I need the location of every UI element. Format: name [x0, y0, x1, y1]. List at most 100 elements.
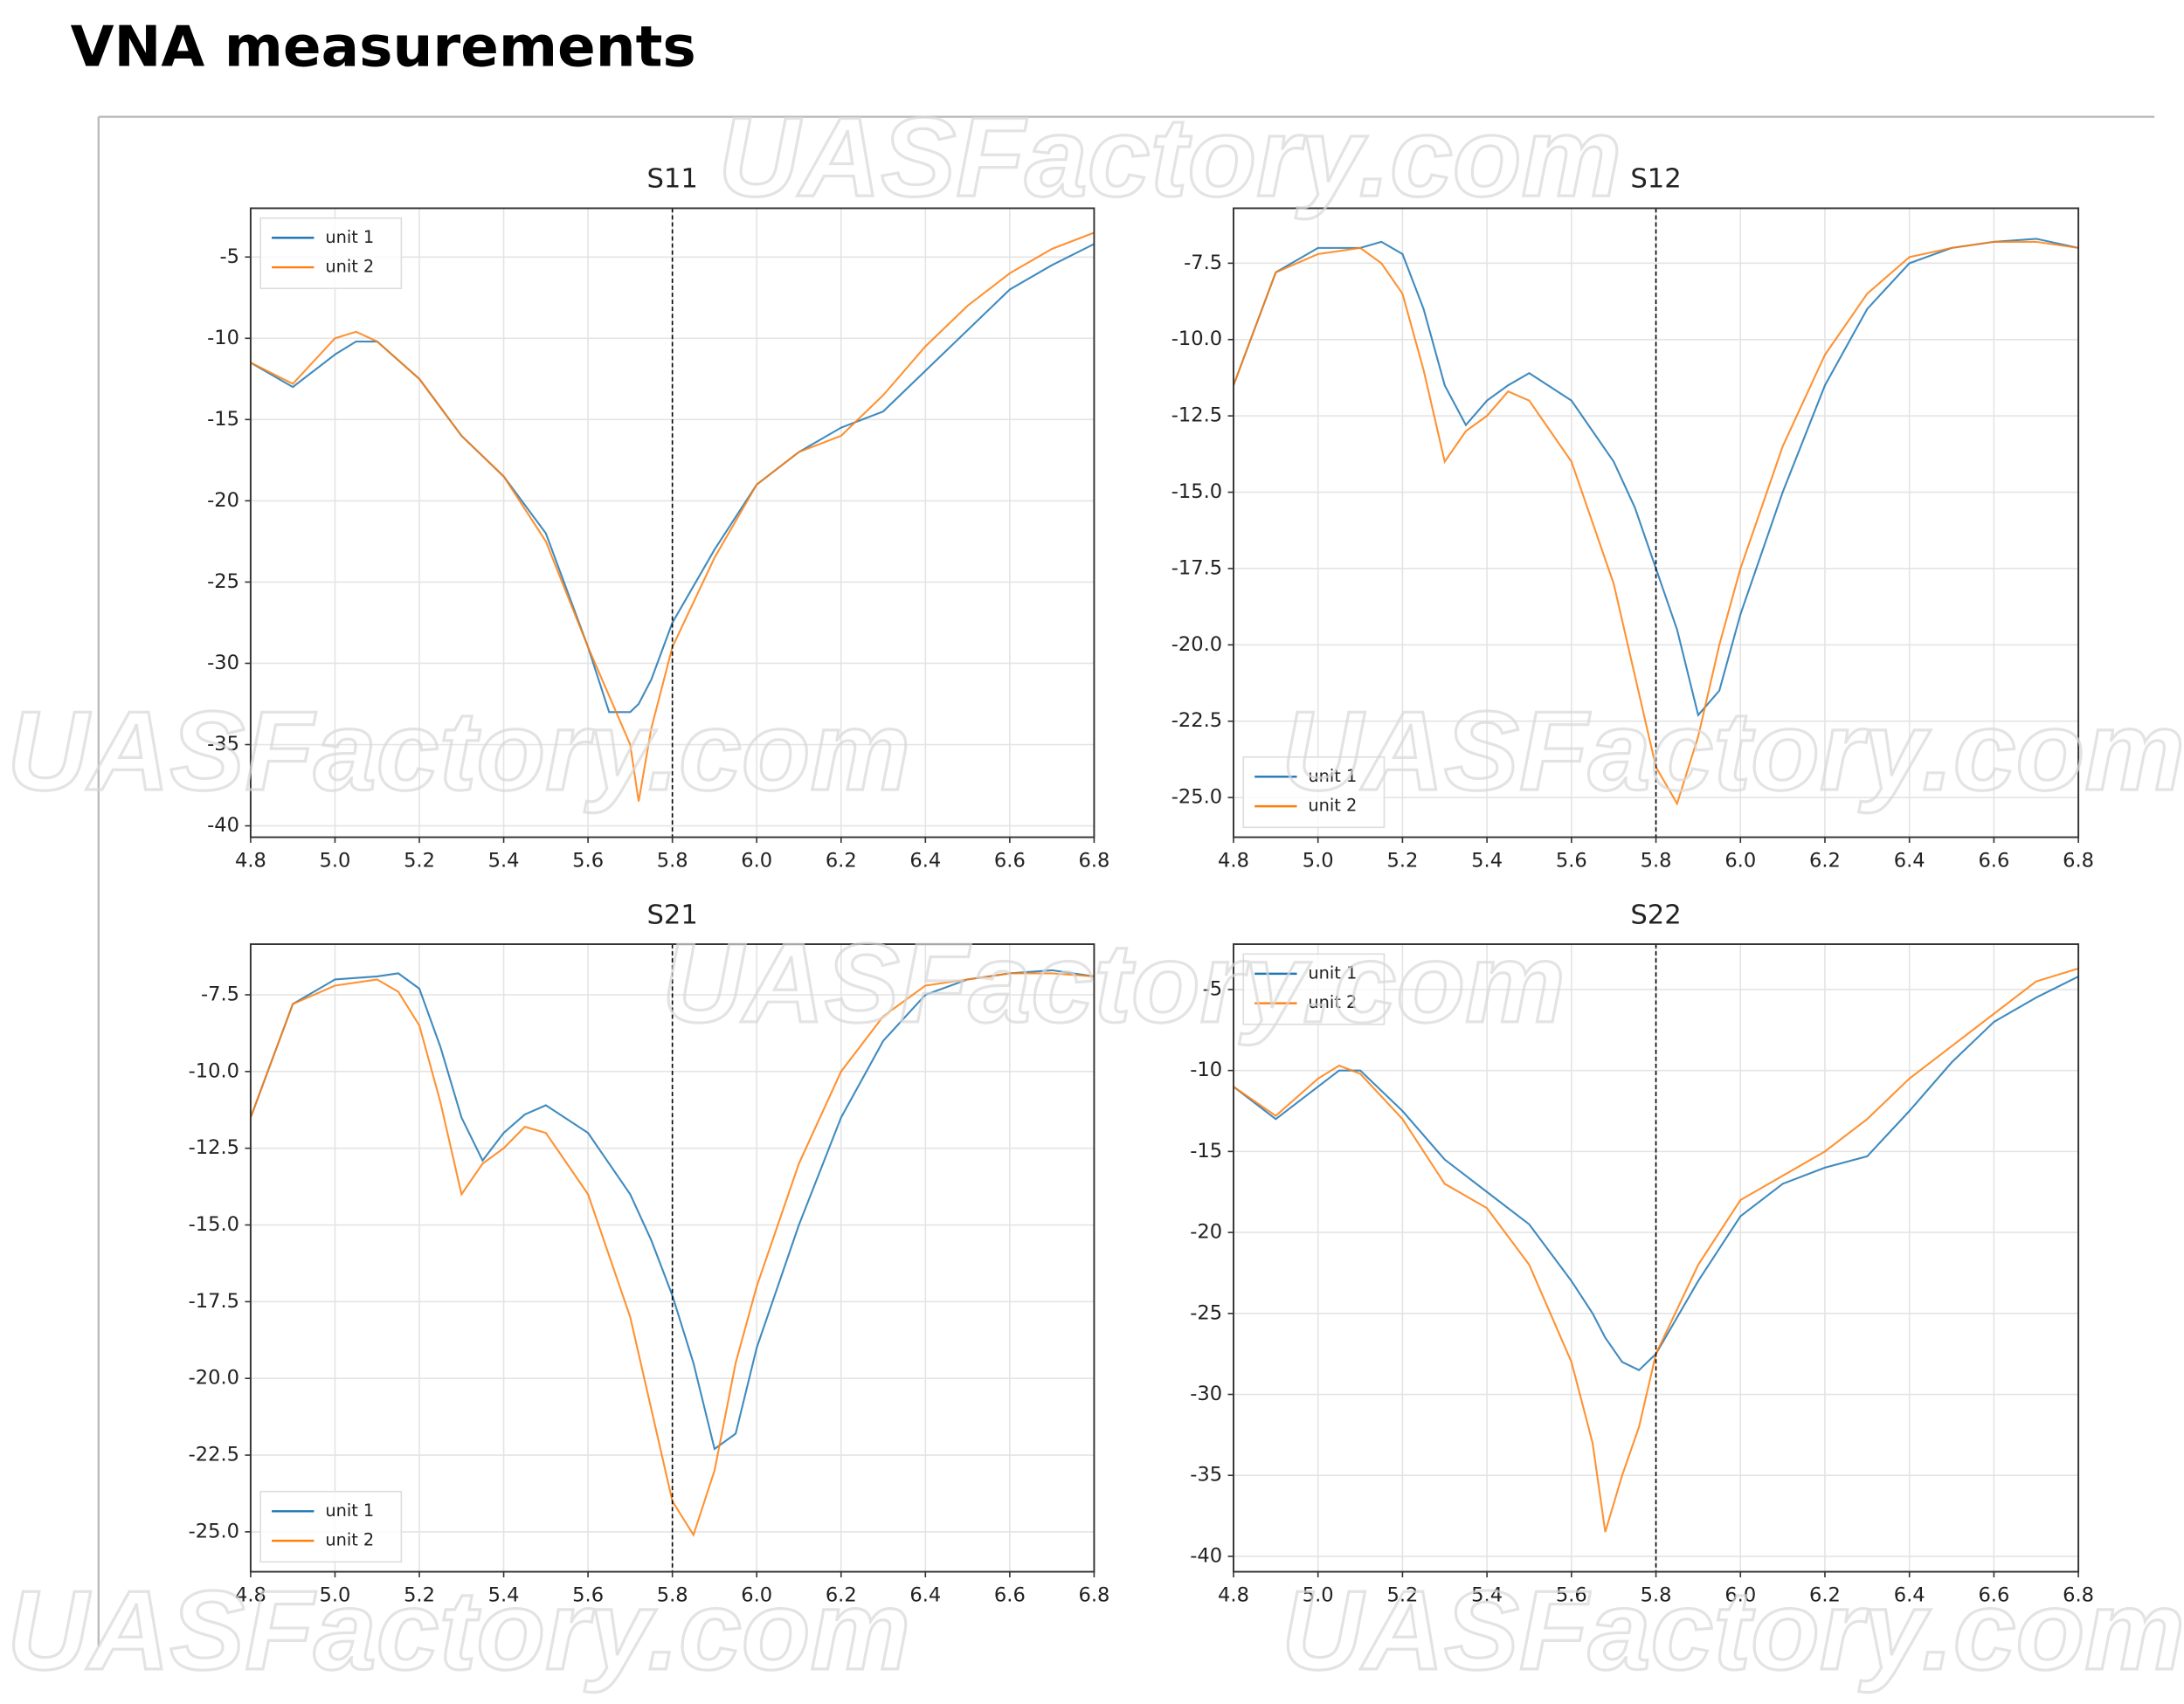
- x-tick-label: 5.0: [320, 1583, 351, 1606]
- y-tick-label: -35: [1190, 1464, 1222, 1487]
- x-tick-label: 4.8: [1218, 1583, 1249, 1606]
- plot-frame: [249, 207, 1095, 838]
- x-tick-label: 5.4: [488, 849, 520, 872]
- x-tick-label: 6.8: [2063, 1583, 2094, 1606]
- x-tick-label: 5.6: [1556, 849, 1587, 872]
- x-tick-label: 6.0: [741, 849, 772, 872]
- y-tick-label: -15: [207, 408, 239, 431]
- watermark: UASFactory.com: [718, 94, 1621, 220]
- y-tick-label: -7.5: [201, 983, 239, 1006]
- x-tick-label: 5.6: [572, 1583, 604, 1606]
- x-tick-label: 6.4: [909, 849, 941, 872]
- x-tick-label: 5.4: [488, 1583, 520, 1606]
- x-tick-label: 5.0: [1303, 1583, 1334, 1606]
- x-tick-label: 6.2: [1809, 1583, 1841, 1606]
- series-line: [250, 231, 1095, 802]
- y-tick-label: -10: [207, 327, 239, 349]
- y-tick-label: -20.0: [189, 1367, 239, 1390]
- x-tick-label: 6.6: [1978, 849, 2009, 872]
- x-tick-label: 4.8: [1218, 849, 1249, 872]
- x-tick-label: 5.0: [320, 849, 351, 872]
- x-tick-label: 6.2: [826, 1583, 857, 1606]
- y-tick-label: -22.5: [1171, 709, 1222, 732]
- series-line: [249, 972, 1095, 1537]
- subplot-title: S22: [1630, 900, 1681, 930]
- x-tick-label: 6.8: [2063, 849, 2094, 872]
- series-line: [1233, 976, 2079, 1371]
- watermark: UASFactory.com: [1282, 1568, 2184, 1694]
- y-tick-label: -17.5: [189, 1290, 239, 1313]
- x-tick-label: 6.4: [1894, 1583, 1925, 1606]
- y-tick-label: -30: [1190, 1383, 1222, 1405]
- x-tick-label: 6.6: [994, 849, 1026, 872]
- watermark: UASFactory.com: [1282, 688, 2184, 814]
- x-tick-label: 6.6: [1978, 1583, 2009, 1606]
- y-tick-label: -10.0: [189, 1059, 239, 1082]
- y-tick-label: -35: [207, 733, 239, 755]
- legend-label: unit 1: [1308, 962, 1357, 983]
- legend-label: unit 1: [1308, 766, 1357, 786]
- series-line: [1233, 238, 2079, 717]
- x-tick-label: 5.4: [1471, 849, 1503, 872]
- x-tick-label: 6.2: [1809, 849, 1841, 872]
- watermark: UASFactory.com: [7, 1568, 910, 1694]
- x-tick-label: 5.8: [657, 1583, 688, 1606]
- y-tick-label: -15.0: [1171, 480, 1222, 503]
- legend-label: unit 1: [325, 227, 374, 247]
- x-tick-label: 5.6: [1556, 1583, 1587, 1606]
- page-title: VNA measurements: [71, 15, 696, 80]
- y-tick-label: -22.5: [189, 1444, 239, 1466]
- series-line: [1233, 240, 2079, 806]
- x-tick-label: 6.0: [1724, 1583, 1756, 1606]
- x-tick-label: 5.8: [657, 849, 688, 872]
- y-tick-label: -20: [1190, 1221, 1222, 1244]
- subplot: S12 4.8 5.0 5.2 5.4 5.6 5.8 6.0 6.2 6.4 6.6 6.8 -25.…: [1171, 164, 2094, 873]
- x-tick-label: 5.8: [1641, 1583, 1672, 1606]
- y-tick-label: -17.5: [1171, 556, 1222, 579]
- x-tick-label: 5.2: [404, 1583, 435, 1606]
- x-tick-label: 5.6: [572, 849, 604, 872]
- watermark: UASFactory.com: [7, 688, 910, 814]
- y-tick-label: -10: [1190, 1059, 1222, 1081]
- legend-label: unit 2: [1308, 796, 1357, 816]
- x-tick-label: 6.6: [994, 1583, 1026, 1606]
- x-tick-label: 5.2: [404, 849, 435, 872]
- legend-box: [1242, 953, 1386, 1025]
- y-tick-label: -7.5: [1184, 252, 1222, 274]
- y-tick-label: -5: [220, 245, 239, 268]
- x-tick-label: 4.8: [235, 1583, 266, 1606]
- legend-box: [259, 1490, 403, 1563]
- x-tick-label: 6.0: [1724, 849, 1756, 872]
- y-tick-label: -40: [1190, 1544, 1222, 1567]
- x-tick-label: 6.4: [1894, 849, 1925, 872]
- x-tick-label: 4.8: [235, 849, 266, 872]
- x-tick-label: 6.8: [1078, 1583, 1109, 1606]
- subplot-title: S21: [646, 900, 697, 930]
- plot-frame: [1233, 943, 2080, 1573]
- x-tick-label: 5.0: [1303, 849, 1334, 872]
- y-tick-label: -12.5: [189, 1136, 239, 1159]
- y-tick-label: -30: [207, 652, 239, 674]
- plot-frame: [249, 943, 1095, 1573]
- x-tick-label: 6.8: [1078, 849, 1109, 872]
- y-tick-label: -20.0: [1171, 633, 1222, 656]
- y-tick-label: -40: [207, 814, 239, 837]
- plot-frame: [1233, 207, 2080, 838]
- subplot-title: S11: [646, 164, 697, 195]
- x-tick-label: 6.0: [741, 1583, 772, 1606]
- y-tick-label: -25.0: [189, 1520, 239, 1542]
- y-tick-label: -25: [1190, 1301, 1222, 1324]
- legend-box: [259, 217, 403, 290]
- legend-label: unit 2: [325, 1530, 374, 1550]
- y-tick-label: -20: [207, 489, 239, 512]
- series-line: [249, 969, 1095, 1451]
- legend-label: unit 2: [1308, 992, 1357, 1012]
- x-tick-label: 5.2: [1386, 1583, 1418, 1606]
- subplot-title: S12: [1630, 164, 1681, 195]
- legend-box: [1242, 755, 1386, 829]
- y-tick-label: -5: [1203, 977, 1222, 1000]
- x-tick-label: 6.2: [826, 849, 857, 872]
- y-tick-label: -12.5: [1171, 404, 1222, 427]
